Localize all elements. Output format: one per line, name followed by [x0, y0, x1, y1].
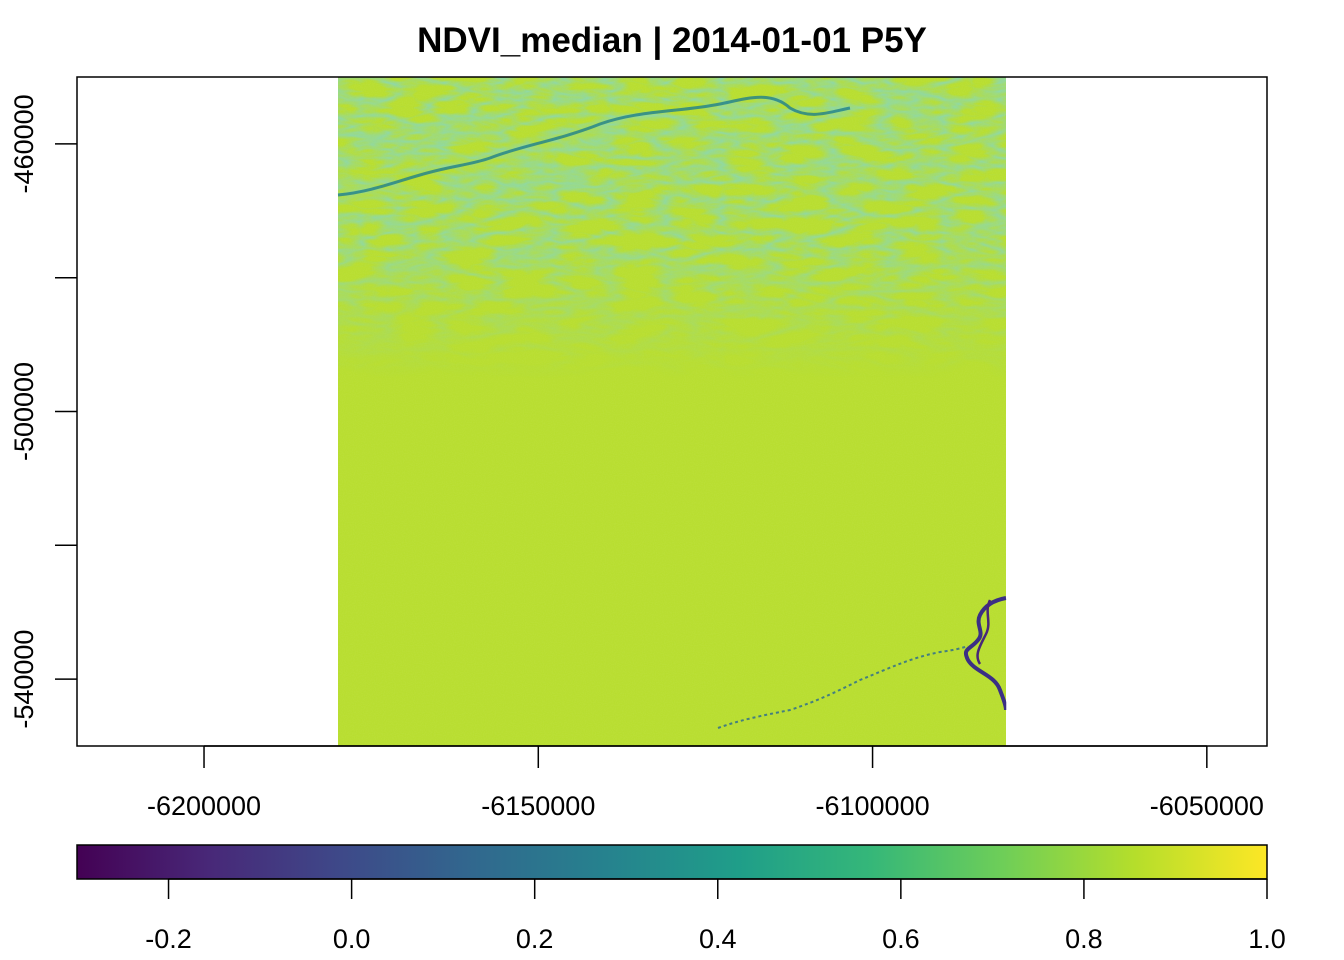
- x-tick-label: -6200000: [147, 791, 261, 821]
- chart-title: NDVI_median | 2014-01-01 P5Y: [417, 21, 927, 60]
- x-tick-label: -6150000: [481, 791, 595, 821]
- colorbar-tick-label: 0.2: [516, 924, 554, 954]
- raster-cloud-streaks: [338, 77, 1006, 746]
- y-tick-label: -500000: [9, 362, 39, 461]
- colorbar-tick-label: 0.6: [882, 924, 920, 954]
- colorbar: [76, 844, 1268, 880]
- southeast-channel: [717, 645, 969, 729]
- x-axis: -6200000 -6150000 -6100000 -6050000: [147, 745, 1264, 821]
- colorbar-tick-label: 1.0: [1248, 924, 1286, 954]
- colorbar-axis: -0.2 0.0 0.2 0.4 0.6 0.8 1.0: [145, 878, 1286, 954]
- colorbar-tick-label: 0.8: [1065, 924, 1103, 954]
- y-tick-label: -540000: [9, 630, 39, 729]
- northern-drainage-line: [337, 95, 851, 197]
- colorbar-tick-label: 0.4: [699, 924, 737, 954]
- y-tick-label: -460000: [9, 94, 39, 193]
- colorbar-tick-label: -0.2: [145, 924, 192, 954]
- ndvi-raster: [337, 77, 1007, 746]
- river-branch: [976, 599, 992, 665]
- river: [963, 596, 1007, 711]
- colorbar-tick-label: 0.0: [333, 924, 371, 954]
- x-tick-label: -6100000: [816, 791, 930, 821]
- x-tick-label: -6050000: [1150, 791, 1264, 821]
- y-axis: -460000 -500000 -540000: [9, 94, 77, 729]
